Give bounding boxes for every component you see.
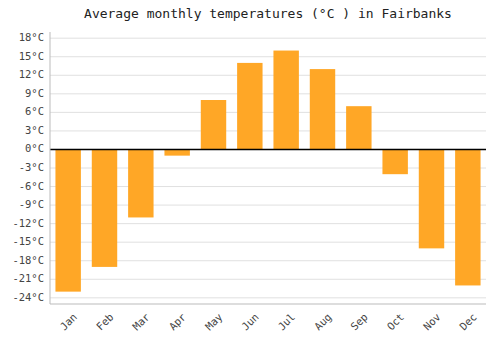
chart: -24°C -21°C -18°C -15°C -12°C -9°C -6°C -3°C 0°C… xyxy=(0,0,500,350)
y-tick-label: 15°C xyxy=(19,50,44,62)
y-tick-label: 9°C xyxy=(25,87,44,99)
bar xyxy=(55,149,80,291)
x-axis-line xyxy=(50,304,486,305)
background xyxy=(0,0,500,350)
y-tick-label: 0°C xyxy=(25,142,44,154)
x-tick-label: Sep xyxy=(348,311,370,333)
bar xyxy=(237,63,262,150)
bar xyxy=(128,149,153,217)
x-tick-label: May xyxy=(203,311,225,333)
grid-line xyxy=(50,93,486,94)
grid-line xyxy=(50,297,486,298)
x-tick-label: Aug xyxy=(312,311,334,333)
bars xyxy=(55,51,480,292)
x-tick-label: Jul xyxy=(275,311,297,333)
y-tick-label: -9°C xyxy=(19,198,44,210)
x-tick-label: Apr xyxy=(166,311,188,333)
zero-line xyxy=(50,149,486,151)
x-tick-label: Mar xyxy=(130,311,152,333)
x-tick-label: Jan xyxy=(57,311,79,333)
bar xyxy=(310,69,335,149)
grid xyxy=(50,38,486,298)
y-tick-label: 6°C xyxy=(25,105,44,117)
bar xyxy=(92,149,117,266)
y-tick-label: -15°C xyxy=(12,235,44,247)
grid-line xyxy=(50,56,486,57)
bar xyxy=(164,149,189,155)
x-tick-label: Dec xyxy=(457,311,479,333)
y-tick-label: -18°C xyxy=(12,254,44,266)
grid-line xyxy=(50,279,486,280)
bar xyxy=(419,149,444,248)
grid-line xyxy=(50,112,486,113)
bar xyxy=(346,106,371,149)
x-tick-labels: Jan Feb Mar Apr May Jun Jul Aug Sep Oct Nov Dec xyxy=(57,311,479,333)
bar xyxy=(201,100,226,149)
y-axis-line xyxy=(50,32,51,304)
y-tick-label: -24°C xyxy=(12,291,44,303)
y-tick-label: 12°C xyxy=(19,68,44,80)
y-tick-label: -6°C xyxy=(19,180,44,192)
y-tick-label: -21°C xyxy=(12,272,44,284)
y-tick-label: 18°C xyxy=(19,31,44,43)
y-tick-labels: -24°C -21°C -18°C -15°C -12°C -9°C -6°C -3°C 0°C… xyxy=(12,31,44,303)
bar xyxy=(455,149,480,285)
bar xyxy=(273,51,298,150)
bar xyxy=(382,149,407,174)
y-tick-label: -12°C xyxy=(12,217,44,229)
grid-line xyxy=(50,38,486,39)
y-tick-label: -3°C xyxy=(19,161,44,173)
x-tick-label: Feb xyxy=(94,311,116,333)
grid-line xyxy=(50,130,486,131)
grid-line xyxy=(50,149,486,150)
y-tick-label: 3°C xyxy=(25,124,44,136)
grid-line xyxy=(50,75,486,76)
title: Average monthly temperatures (°C ) in Fa… xyxy=(84,6,452,21)
x-tick-label: Nov xyxy=(421,311,443,333)
x-tick-label: Oct xyxy=(384,311,406,333)
x-tick-label: Jun xyxy=(239,311,261,333)
